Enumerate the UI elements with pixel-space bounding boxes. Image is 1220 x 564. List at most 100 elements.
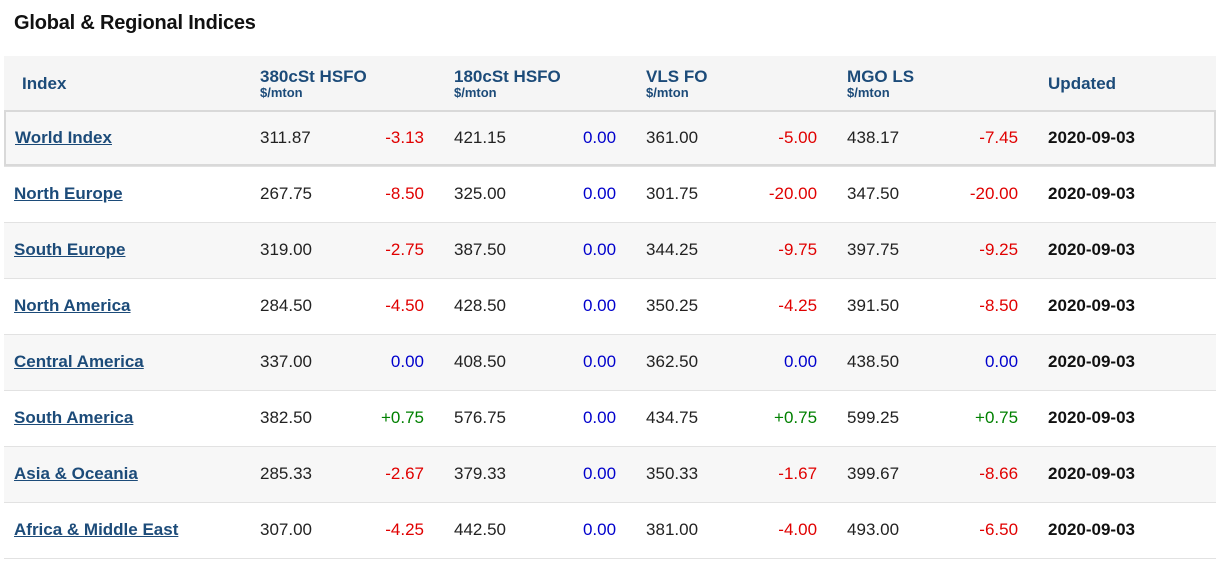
price-cell: 325.00 <box>454 184 507 203</box>
indices-table: Index 380cSt HSFO $/mton 180cSt HSFO $/m… <box>4 56 1217 559</box>
column-header-380cst-hsfo: 380cSt HSFO $/mton <box>260 56 454 110</box>
price-cell: 350.25 <box>646 296 699 315</box>
column-header-180cst-hsfo: 180cSt HSFO $/mton <box>454 56 646 110</box>
change-cell: -3.13 <box>385 127 425 147</box>
change-cell: -4.50 <box>385 296 425 315</box>
table-row: World Index 311.87 -3.13 421.15 0.00 361.00 -5… <box>4 110 1217 166</box>
price-cell: 361.00 <box>646 127 699 147</box>
table-row: North America 284.50 -4.50 428.50 0.00 350.25… <box>4 278 1217 334</box>
index-name-cell: Central America <box>4 334 260 390</box>
column-header-vls-fo: VLS FO $/mton <box>646 56 847 110</box>
updated-cell: 2020-09-03 <box>1048 184 1135 203</box>
column-header-unit: $/mton <box>847 84 890 100</box>
index-link[interactable]: Asia & Oceania <box>14 464 138 483</box>
price-cell: 285.33 <box>260 464 312 483</box>
index-name-cell: North America <box>4 278 260 334</box>
change-cell: -20.00 <box>768 184 818 203</box>
updated-cell: 2020-09-03 <box>1048 520 1135 539</box>
index-link[interactable]: North Europe <box>14 184 123 203</box>
price-cell: 434.75 <box>646 408 699 427</box>
column-header-mgo-ls: MGO LS $/mton <box>847 56 1048 110</box>
price-cell: 301.75 <box>646 184 699 203</box>
price-cell: 267.75 <box>260 184 312 203</box>
price-cell: 350.33 <box>646 464 699 483</box>
change-cell: 0.00 <box>390 352 425 371</box>
price-cell: 362.50 <box>646 352 699 371</box>
change-cell: +0.75 <box>975 408 1019 427</box>
price-cell: 381.00 <box>646 520 699 539</box>
index-name-cell: Asia & Oceania <box>4 446 260 502</box>
index-link[interactable]: South America <box>14 408 134 427</box>
price-cell: 442.50 <box>454 520 507 539</box>
table-row: Central America 337.00 0.00 408.50 0.00 362.5… <box>4 334 1217 390</box>
updated-cell: 2020-09-03 <box>1048 352 1135 371</box>
index-name-cell: South Europe <box>4 222 260 278</box>
price-cell: 391.50 <box>847 296 900 315</box>
index-name-cell: North Europe <box>4 166 260 222</box>
updated-cell: 2020-09-03 <box>1048 408 1135 427</box>
column-header-unit: $/mton <box>646 84 689 100</box>
price-cell: 387.50 <box>454 240 507 259</box>
price-cell: 337.00 <box>260 352 312 371</box>
price-cell: 438.50 <box>847 352 900 371</box>
change-cell: -8.66 <box>979 464 1019 483</box>
price-cell: 428.50 <box>454 296 507 315</box>
index-link[interactable]: North America <box>14 296 131 315</box>
change-cell: -4.00 <box>778 520 818 539</box>
index-link[interactable]: South Europe <box>14 240 126 259</box>
updated-cell: 2020-09-03 <box>1048 296 1135 315</box>
change-cell: 0.00 <box>582 127 617 147</box>
change-cell: -20.00 <box>969 184 1019 203</box>
index-name-cell: South America <box>4 390 260 446</box>
change-cell: -9.75 <box>778 240 818 259</box>
table-row: Africa & Middle East 307.00 -4.25 442.50 0.0… <box>4 502 1217 558</box>
change-cell: -5.00 <box>778 127 818 147</box>
price-cell: 397.75 <box>847 240 900 259</box>
change-cell: 0.00 <box>582 184 617 203</box>
change-cell: -4.25 <box>385 520 425 539</box>
table-row: South America 382.50 +0.75 576.75 0.00 434.75… <box>4 390 1217 446</box>
column-header-name: VLS FO <box>646 66 708 86</box>
change-cell: 0.00 <box>582 352 617 371</box>
price-cell: 284.50 <box>260 296 312 315</box>
updated-cell: 2020-09-03 <box>1048 464 1135 483</box>
price-cell: 576.75 <box>454 408 507 427</box>
price-cell: 399.67 <box>847 464 900 483</box>
column-header-unit: $/mton <box>454 84 497 100</box>
price-cell: 344.25 <box>646 240 699 259</box>
price-cell: 347.50 <box>847 184 900 203</box>
updated-cell: 2020-09-03 <box>1048 127 1135 147</box>
change-cell: 0.00 <box>582 296 617 315</box>
change-cell: -8.50 <box>979 296 1019 315</box>
index-link[interactable]: Africa & Middle East <box>14 520 179 539</box>
table-row: North Europe 267.75 -8.50 325.00 0.00 301.75 -… <box>4 166 1217 222</box>
price-cell: 311.87 <box>260 127 311 147</box>
change-cell: +0.75 <box>381 408 425 427</box>
table-row: Asia & Oceania 285.33 -2.67 379.33 0.00 350.3… <box>4 446 1217 502</box>
column-header-name: 380cSt HSFO <box>260 66 367 86</box>
column-header-name: 180cSt HSFO <box>454 66 561 86</box>
price-cell: 408.50 <box>454 352 507 371</box>
price-cell: 421.15 <box>454 127 507 147</box>
column-header-unit: $/mton <box>260 84 303 100</box>
price-cell: 379.33 <box>454 464 507 483</box>
column-header-name: MGO LS <box>847 66 915 86</box>
change-cell: -9.25 <box>979 240 1019 259</box>
change-cell: 0.00 <box>582 464 617 483</box>
column-header-index: Index <box>22 73 67 93</box>
table-header-row: Index 380cSt HSFO $/mton 180cSt HSFO $/m… <box>4 56 1217 110</box>
table-row: South Europe 319.00 -2.75 387.50 0.00 344.25 -… <box>4 222 1217 278</box>
page-title: Global & Regional Indices <box>14 12 256 34</box>
index-link[interactable]: World Index <box>15 127 112 147</box>
change-cell: 0.00 <box>582 240 617 259</box>
index-link[interactable]: Central America <box>14 352 144 371</box>
change-cell: -2.75 <box>385 240 425 259</box>
price-cell: 307.00 <box>260 520 312 539</box>
change-cell: -7.45 <box>979 127 1019 147</box>
column-header-updated: Updated <box>1048 73 1117 93</box>
price-cell: 319.00 <box>260 240 312 259</box>
price-cell: 599.25 <box>847 408 900 427</box>
change-cell: 0.00 <box>582 408 617 427</box>
change-cell: 0.00 <box>783 352 818 371</box>
index-name-cell: World Index <box>4 110 260 166</box>
